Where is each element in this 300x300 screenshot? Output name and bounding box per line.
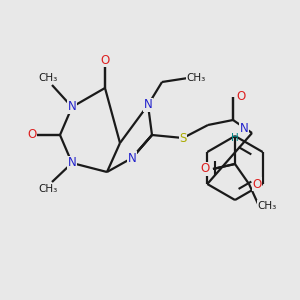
Text: N: N — [68, 157, 76, 169]
Text: CH₃: CH₃ — [186, 73, 206, 83]
Text: N: N — [144, 98, 152, 112]
Text: CH₃: CH₃ — [38, 73, 58, 83]
Text: N: N — [240, 122, 248, 134]
Text: N: N — [68, 100, 76, 113]
Text: O: O — [27, 128, 37, 142]
Text: S: S — [179, 131, 187, 145]
Text: H: H — [231, 133, 239, 143]
Text: CH₃: CH₃ — [38, 184, 58, 194]
Text: O: O — [252, 178, 262, 190]
Text: O: O — [236, 91, 246, 103]
Text: O: O — [200, 163, 210, 176]
Text: CH₃: CH₃ — [257, 201, 277, 211]
Text: N: N — [128, 152, 136, 164]
Text: O: O — [100, 53, 109, 67]
